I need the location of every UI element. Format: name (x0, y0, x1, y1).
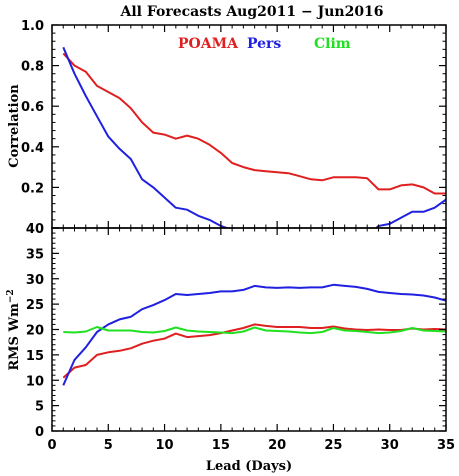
rms-x-ticks: 0 5 10 15 20 25 30 35 (47, 228, 455, 453)
correlation-y-tick-label: 0.6 (21, 100, 44, 115)
rms-y-tick-label: 10 (26, 374, 44, 389)
x-tick-label: 20 (268, 438, 286, 453)
rms-panel: 0 5 10 15 20 25 30 35 40 0 5 10 15 20 25 30 35 RMS Wm−2… (6, 222, 455, 474)
legend-pers: Pers (247, 36, 281, 52)
rms-line-clim (63, 326, 446, 335)
correlation-plot-frame (51, 24, 447, 229)
rms-line-poama (62, 323, 446, 379)
x-tick-label: 5 (104, 438, 113, 453)
rms-y-label: RMS Wm−2 (6, 289, 22, 370)
legend-poama: POAMA (178, 36, 239, 52)
correlation-panel: 0.2 0.4 0.6 0.8 1.0 Correlation (7, 19, 447, 229)
rms-y-tick-label: 40 (26, 222, 44, 237)
correlation-x-ticks (51, 25, 447, 228)
legend-clim: Clim (314, 36, 351, 52)
legend: POAMA Pers Clim (178, 36, 351, 52)
correlation-y-tick-label: 0.2 (21, 181, 44, 196)
chart-title: All Forecasts Aug2011 − Jun2016 (119, 4, 383, 20)
rms-y-tick-label: 20 (26, 324, 44, 339)
x-tick-label: 15 (212, 438, 230, 453)
rms-y-tick-label: 35 (26, 247, 44, 262)
correlation-line-poama (62, 52, 446, 195)
x-tick-label: 10 (156, 438, 174, 453)
rms-plot-frame (51, 227, 447, 432)
correlation-y-label: Correlation (7, 84, 22, 168)
correlation-y-tick-label: 0.8 (21, 60, 44, 75)
correlation-y-tick-label: 0.4 (21, 141, 44, 156)
x-tick-label: 0 (47, 438, 56, 453)
rms-y-tick-label: 15 (26, 349, 44, 364)
correlation-y-ticks: 0.2 0.4 0.6 0.8 1.0 (21, 19, 446, 229)
x-tick-label: 30 (381, 438, 399, 453)
rms-y-tick-label: 0 (35, 425, 44, 440)
rms-line-pers (62, 283, 446, 386)
correlation-y-tick-label: 1.0 (21, 19, 44, 34)
correlation-line-pers (62, 46, 446, 228)
x-tick-label: 35 (437, 438, 455, 453)
rms-y-ticks: 0 5 10 15 20 25 30 35 40 (26, 222, 446, 440)
x-tick-label: 25 (324, 438, 342, 453)
rms-y-label-main: RMS Wm (7, 303, 22, 371)
rms-y-tick-label: 5 (35, 400, 44, 415)
x-axis-label: Lead (Days) (206, 459, 292, 474)
rms-y-label-sup: −2 (6, 289, 16, 303)
rms-lines (62, 283, 446, 386)
rms-y-tick-label: 25 (26, 298, 44, 313)
rms-y-tick-label: 30 (26, 273, 44, 288)
correlation-lines (62, 46, 446, 228)
